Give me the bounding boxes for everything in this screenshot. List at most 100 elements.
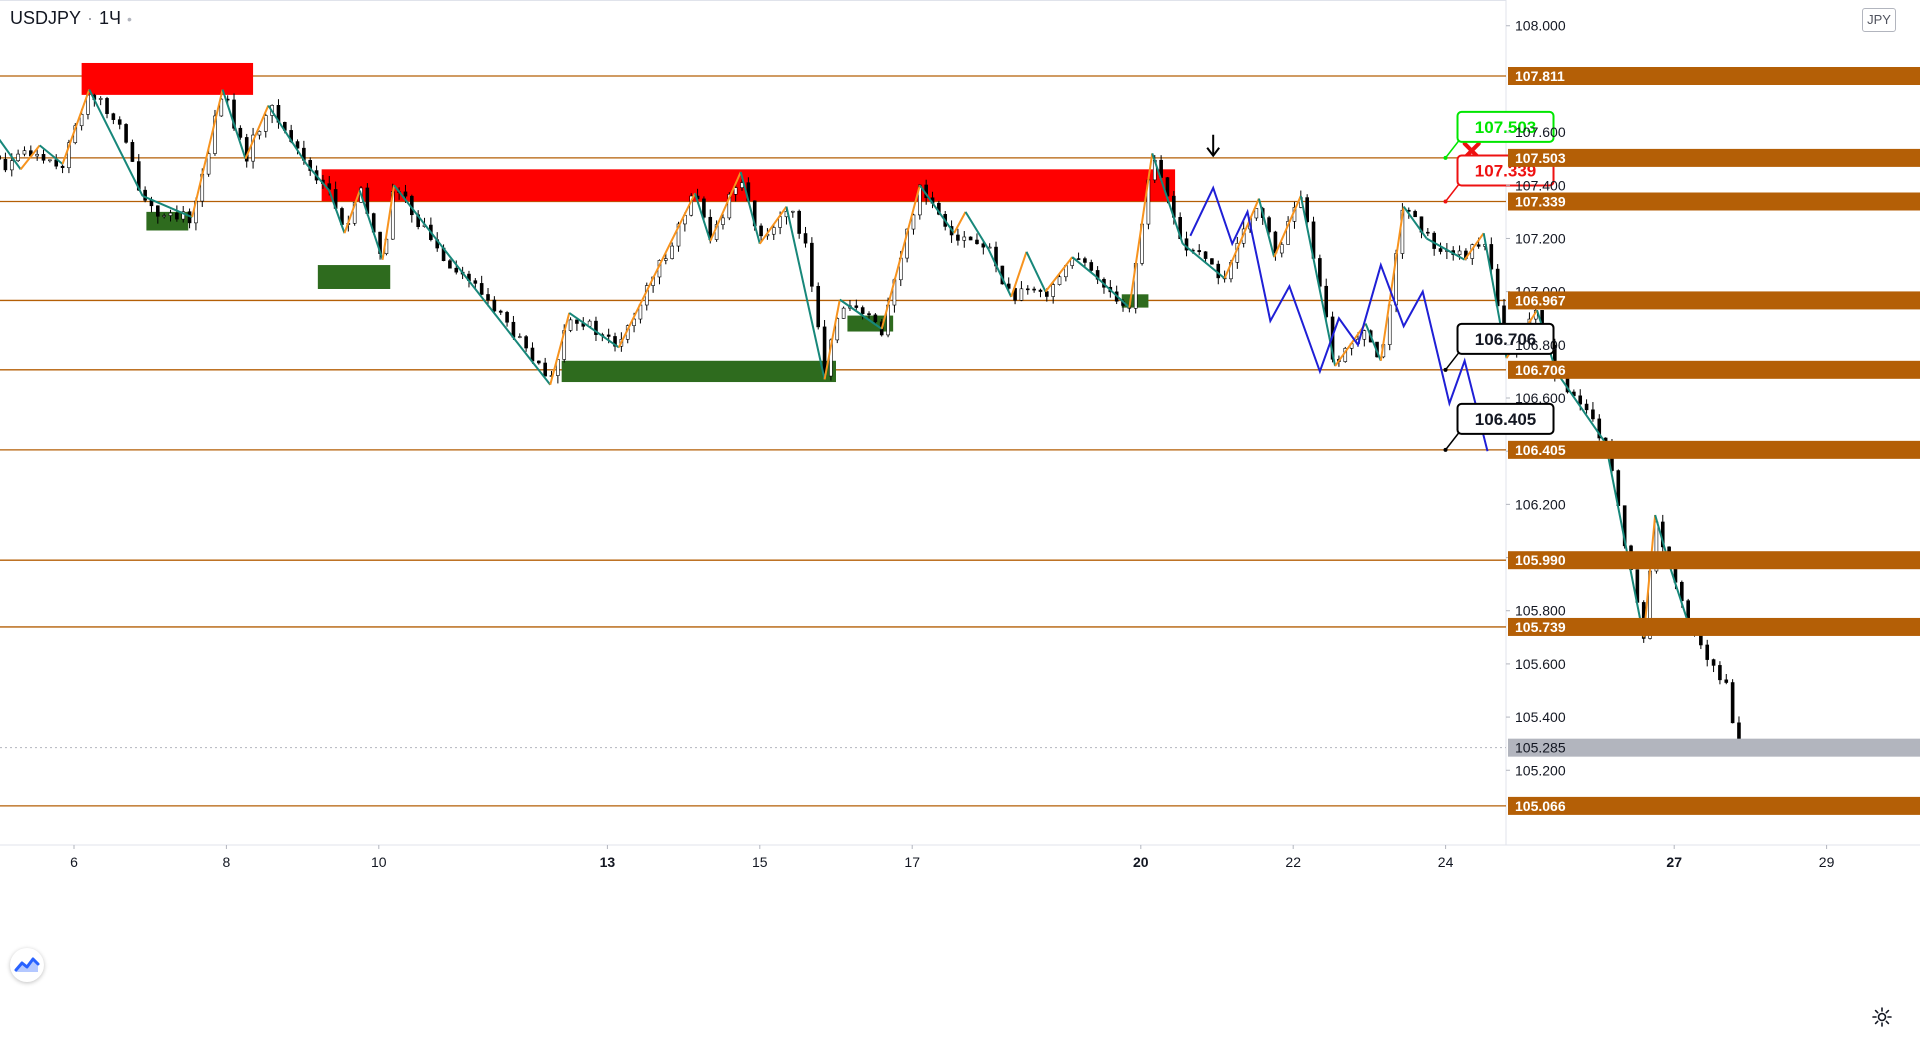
candle-body (1730, 682, 1735, 724)
callout-box (1456, 402, 1555, 435)
candle-body (1476, 244, 1481, 247)
zigzag-segment (709, 171, 742, 242)
callout-label: 107.503 (1475, 118, 1536, 137)
candle-body (498, 310, 503, 313)
symbol-header[interactable]: USDJPY · 1Ч • (10, 8, 132, 29)
candle-body (797, 210, 801, 234)
candle-body (632, 318, 636, 326)
zigzag-segment (381, 185, 396, 260)
level-price-label: 106.706 (1515, 362, 1566, 378)
candle-body (1584, 403, 1589, 411)
zigzag-segment (694, 192, 712, 242)
zigzag-segment (919, 184, 955, 234)
level-price-label: 107.339 (1515, 194, 1566, 210)
candle-body (98, 98, 103, 100)
candle-body (175, 212, 179, 220)
zigzag-segment (1044, 256, 1074, 293)
candle-body (721, 217, 725, 225)
callout-anchor (1443, 199, 1448, 204)
zigzag-segment (1094, 274, 1131, 309)
candle-body (1203, 251, 1208, 259)
candle-body (918, 184, 922, 216)
candle-body (1597, 418, 1602, 439)
candle-body (79, 114, 84, 127)
candle-body (41, 154, 46, 161)
candle-body (1724, 679, 1729, 683)
zigzag-segment (617, 192, 696, 348)
candle-body (213, 115, 217, 154)
candle-body (613, 336, 617, 347)
grid-layer (0, 0, 1920, 846)
callout-box (1456, 322, 1555, 355)
candle-body (867, 313, 871, 316)
y-tick-label: 106.800 (1515, 337, 1566, 353)
callout-anchor (1443, 367, 1448, 372)
candle-body (35, 154, 39, 157)
candle-body (143, 189, 147, 201)
level-price-label: 107.503 (1515, 150, 1566, 166)
x-tick-label: 10 (371, 854, 387, 870)
zigzag-segment (393, 184, 552, 386)
candle-body (1032, 288, 1036, 291)
tradingview-logo-icon[interactable] (10, 948, 44, 982)
more-dot[interactable]: • (127, 11, 132, 27)
zigzag-segment (358, 190, 384, 261)
target-callout: 106.405 (1443, 402, 1555, 452)
axis-currency-badge[interactable]: JPY (1862, 8, 1896, 32)
candle-body (962, 236, 967, 241)
x-tick-label: 17 (904, 854, 920, 870)
candle-body (664, 258, 668, 261)
zigzag-segment (305, 163, 331, 192)
candle-body (1432, 232, 1436, 249)
zigzag-segment (1463, 232, 1485, 261)
y-tick-label: 105.400 (1515, 709, 1566, 725)
zigzag-segment (823, 299, 841, 380)
callout-anchor (1443, 447, 1448, 452)
zigzag-segment (267, 104, 308, 165)
y-tick-label: 105.600 (1515, 656, 1566, 672)
candle-body (168, 212, 173, 216)
callout-pointer (1444, 139, 1461, 159)
candle-body (702, 198, 706, 218)
zigzag-segment (1223, 198, 1260, 279)
x-tick-label: 29 (1819, 854, 1835, 870)
level-price-tag (1508, 551, 1920, 570)
interval-label[interactable]: 1Ч (99, 8, 122, 28)
candle-body (1254, 208, 1259, 219)
candle-body (537, 360, 541, 364)
candle-body (1362, 330, 1367, 340)
candle-body (1705, 644, 1710, 660)
zigzag-segment (1669, 567, 1691, 627)
level-price-tag (1508, 360, 1920, 379)
candle-body (479, 283, 484, 295)
candle-body (1038, 289, 1043, 292)
candle-body (1197, 250, 1202, 253)
candle-body (606, 334, 611, 337)
x-tick-label: 13 (600, 854, 616, 870)
candle-body (1489, 244, 1494, 270)
zigzag-segment (1334, 322, 1367, 367)
zigzag-segment (568, 312, 620, 349)
x-tick-label: 15 (752, 854, 768, 870)
down-arrow-head (1206, 147, 1220, 158)
zigzag-segment (1257, 198, 1276, 258)
callout-label: 106.706 (1475, 330, 1536, 349)
resistance-zone (81, 62, 254, 95)
zigzag-segment (839, 298, 883, 330)
candle-body (130, 142, 135, 162)
candle-body (156, 205, 160, 217)
zigzag-segment (880, 185, 921, 330)
x-tick-label: 20 (1133, 854, 1149, 870)
gear-icon[interactable] (1870, 1005, 1894, 1029)
callout-anchor (1443, 155, 1448, 160)
candle-body (473, 280, 478, 284)
zigzag-segment (1182, 243, 1226, 280)
zigzag-segment (1273, 195, 1302, 258)
y-tick-label: 106.200 (1515, 496, 1566, 512)
candle-body (257, 131, 262, 136)
candle-body (1457, 250, 1462, 255)
zigzag-segment (244, 105, 270, 160)
header-separator: · (87, 8, 94, 28)
zigzag-segment (758, 205, 788, 245)
